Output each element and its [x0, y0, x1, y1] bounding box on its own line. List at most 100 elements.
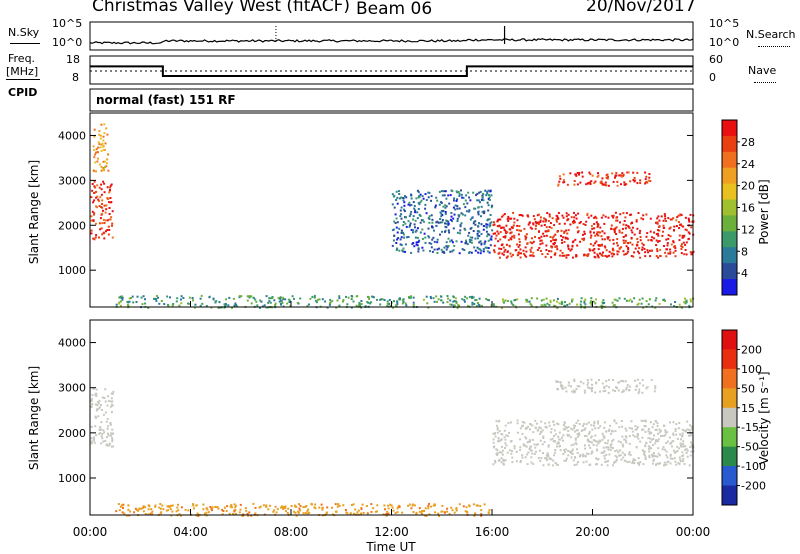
- velocity-cell-2-225: [496, 449, 499, 452]
- power-cell-5-90: [624, 183, 627, 186]
- power-cell-3-394: [441, 219, 444, 221]
- power-cell-2-240: [223, 305, 226, 308]
- velocity-cell-2-328: [500, 457, 503, 459]
- velocity-cell-2-486: [651, 454, 654, 456]
- power-cell-5-3: [590, 180, 593, 183]
- power-cell-2-245: [167, 303, 169, 306]
- power-cell-4-269: [512, 211, 515, 214]
- velocity-cell-3-61: [573, 378, 576, 381]
- power-cell-3-285: [441, 194, 444, 197]
- power-cell-3-329: [479, 190, 482, 193]
- power-cell-5-39: [569, 172, 572, 175]
- power-cell-3-383: [445, 219, 448, 222]
- xtick-label-3: 12:00: [374, 525, 409, 539]
- power-cell-4-550: [638, 232, 641, 235]
- power-cell-3-92: [421, 195, 424, 198]
- velocity-cell-2-484: [492, 463, 495, 466]
- velocity-cell-2-294: [640, 419, 643, 422]
- power-cell-1-38: [104, 166, 106, 168]
- velocity-cell-1-295: [410, 507, 413, 510]
- power-cell-2-234: [342, 299, 345, 302]
- power-cell-3-425: [424, 207, 427, 210]
- power-cell-0-87: [110, 201, 113, 203]
- velocity-cell-0-93: [90, 400, 93, 402]
- velocity-cell-2-268: [570, 444, 573, 447]
- velocity-cell-2-110: [607, 448, 610, 451]
- power-cell-4-391: [501, 252, 504, 255]
- velocity-cell-2-137: [570, 456, 573, 459]
- power-cbar-seg-0: [722, 120, 737, 137]
- velocity-cell-2-219: [663, 434, 666, 437]
- velocity-cell-2-639: [606, 464, 609, 467]
- power-cell-3-19: [440, 190, 443, 193]
- power-cell-4-340: [498, 251, 501, 254]
- power-cell-5-43: [588, 171, 591, 174]
- velocity-cell-2-155: [625, 436, 628, 439]
- power-cell-4-592: [504, 235, 507, 238]
- velocity-cell-3-67: [588, 387, 591, 389]
- power-cell-4-127: [658, 240, 661, 242]
- power-cbar-seg-1: [722, 135, 737, 153]
- power-cell-3-186: [459, 229, 462, 232]
- velocity-cell-2-448: [591, 441, 593, 444]
- power-cell-4-303: [594, 242, 597, 245]
- velocity-cell-1-326: [233, 510, 236, 513]
- velocity-cell-2-32: [664, 431, 667, 434]
- velocity-cell-1-58: [125, 514, 128, 517]
- power-cell-4-284: [587, 253, 590, 256]
- power-cell-3-80: [474, 249, 477, 252]
- velocity-cell-1-137: [203, 512, 206, 515]
- power-cell-2-252: [212, 297, 215, 300]
- velocity-cell-3-32: [580, 380, 582, 383]
- power-cell-5-14: [581, 171, 584, 174]
- power-cell-3-248: [489, 214, 492, 216]
- velocity-cell-2-614: [548, 457, 551, 460]
- power-cell-4-145: [540, 224, 543, 227]
- power-cell-4-579: [542, 232, 545, 235]
- power-cell-3-381: [464, 206, 467, 209]
- power-cell-4-228: [616, 253, 619, 256]
- velocity-cell-2-11: [604, 441, 607, 444]
- power-cell-4-17: [664, 251, 667, 254]
- power-cell-4-148: [560, 234, 562, 237]
- velocity-cell-3-22: [614, 390, 617, 392]
- velocity-cell-0-56: [106, 427, 109, 430]
- power-cell-4-364: [600, 244, 603, 247]
- velocity-cell-2-317: [524, 427, 527, 430]
- velocity-cell-2-90: [681, 432, 684, 435]
- velocity-cell-2-221: [596, 449, 599, 452]
- power-cell-5-46: [616, 184, 619, 187]
- power-cell-2-0: [144, 298, 146, 301]
- power-cell-0-46: [111, 236, 114, 239]
- velocity-cell-2-97: [608, 428, 611, 431]
- velocity-cell-2-544: [641, 428, 643, 431]
- power-cell-4-568: [550, 250, 553, 253]
- velocity-cell-2-548: [575, 463, 578, 466]
- power-cell-4-528: [502, 246, 505, 249]
- power-cell-3-155: [454, 208, 457, 211]
- power-cell-4-100: [518, 229, 521, 232]
- velocity-cell-2-638: [661, 448, 664, 451]
- power-cell-3-236: [487, 204, 490, 207]
- power-cell-4-154: [667, 252, 670, 255]
- power-cell-3-376: [398, 193, 401, 195]
- power-cell-4-352: [531, 254, 534, 257]
- power-cell-3-16: [447, 223, 450, 226]
- power-cell-0-3: [91, 189, 94, 192]
- power-cell-2-34: [188, 296, 191, 299]
- power-cell-3-222: [441, 214, 444, 216]
- velocity-cell-2-524: [519, 459, 522, 462]
- power-cell-3-375: [416, 217, 419, 220]
- power-cell-2-150: [309, 297, 312, 300]
- velocity-cell-2-269: [516, 422, 519, 425]
- velocity-cell-1-158: [241, 514, 244, 517]
- power-cell-4-141: [624, 239, 627, 242]
- power-cell-4-77: [502, 226, 505, 229]
- power-cell-2-192: [175, 300, 178, 303]
- velocity-cell-2-134: [625, 441, 628, 444]
- power-cell-2-247: [461, 298, 464, 301]
- velocity-cell-2-307: [609, 424, 612, 427]
- power-cell-4-609: [680, 245, 683, 248]
- power-cell-3-41: [439, 218, 442, 220]
- time-axis: 00:00 04:00 08:00 12:00 16:00 20:00 00:00: [73, 301, 710, 539]
